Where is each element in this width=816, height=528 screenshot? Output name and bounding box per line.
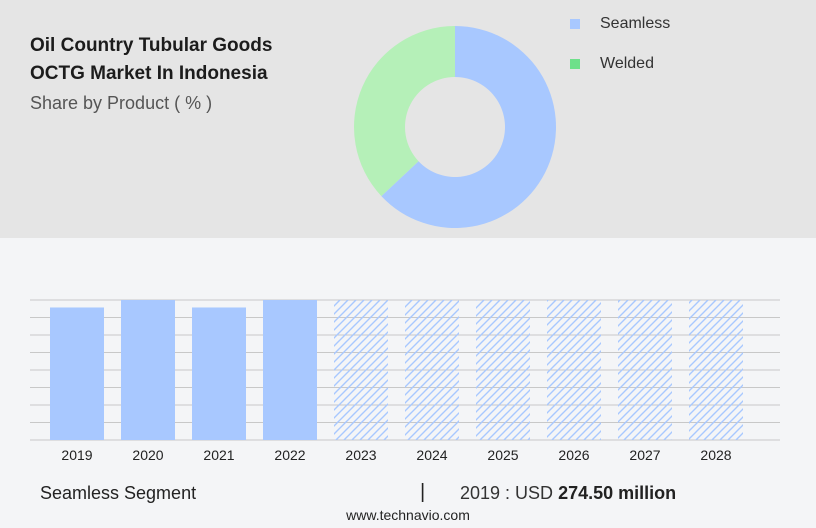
bar-2025 <box>476 300 530 440</box>
segment-label: Seamless Segment <box>40 483 197 503</box>
x-tick-label-2025: 2025 <box>487 447 518 463</box>
x-tick-label-2028: 2028 <box>700 447 731 463</box>
x-tick-label-2027: 2027 <box>629 447 660 463</box>
chart-title: Oil Country Tubular Goods OCTG Market In… <box>30 32 330 88</box>
segment-value-amount: 274.50 million <box>558 483 677 503</box>
bar-2019 <box>50 307 104 440</box>
x-tick-label-2022: 2022 <box>274 447 305 463</box>
donut-slice-welded <box>354 26 455 197</box>
chart-title-line-2: OCTG Market In Indonesia <box>30 63 268 84</box>
footer-separator: | <box>420 481 426 503</box>
segment-value: 2019 : USD 274.50 million <box>460 483 676 504</box>
legend-item-seamless: Seamless <box>570 14 670 34</box>
bar-2023 <box>334 300 388 440</box>
bar-2020 <box>121 300 175 440</box>
legend-item-welded: Welded <box>570 54 670 74</box>
bar-chart: 2019 2020 2021 2022 2023 2024 2025 2026 2027 2028 <box>30 299 780 463</box>
chart-title-line-1: Oil Country Tubular Goods <box>30 35 273 56</box>
chart-subtitle: Share by Product ( % ) <box>30 93 213 113</box>
bar-2022 <box>263 300 317 440</box>
donut-chart <box>354 26 556 228</box>
legend-swatch-seamless <box>570 19 580 29</box>
x-tick-label-2024: 2024 <box>416 447 447 463</box>
legend-label-seamless: Seamless <box>600 15 671 32</box>
donut-slice-seamless <box>381 26 556 228</box>
bar-2026 <box>547 300 601 440</box>
bar-2024 <box>405 300 459 440</box>
bar-2027 <box>618 300 672 440</box>
x-tick-label-2019: 2019 <box>61 447 92 463</box>
x-tick-label-2021: 2021 <box>203 447 234 463</box>
legend-label-welded: Welded <box>600 55 654 72</box>
x-tick-label-2026: 2026 <box>558 447 589 463</box>
legend-swatch-welded <box>570 59 580 69</box>
x-tick-label-2023: 2023 <box>345 447 376 463</box>
bar-2028 <box>689 300 743 440</box>
legend: Seamless Welded <box>570 14 670 94</box>
segment-year-label: 2019 : USD <box>460 483 554 503</box>
bar-2021 <box>192 307 246 440</box>
source-link[interactable]: www.technavio.com <box>346 507 470 523</box>
x-tick-label-2020: 2020 <box>132 447 163 463</box>
